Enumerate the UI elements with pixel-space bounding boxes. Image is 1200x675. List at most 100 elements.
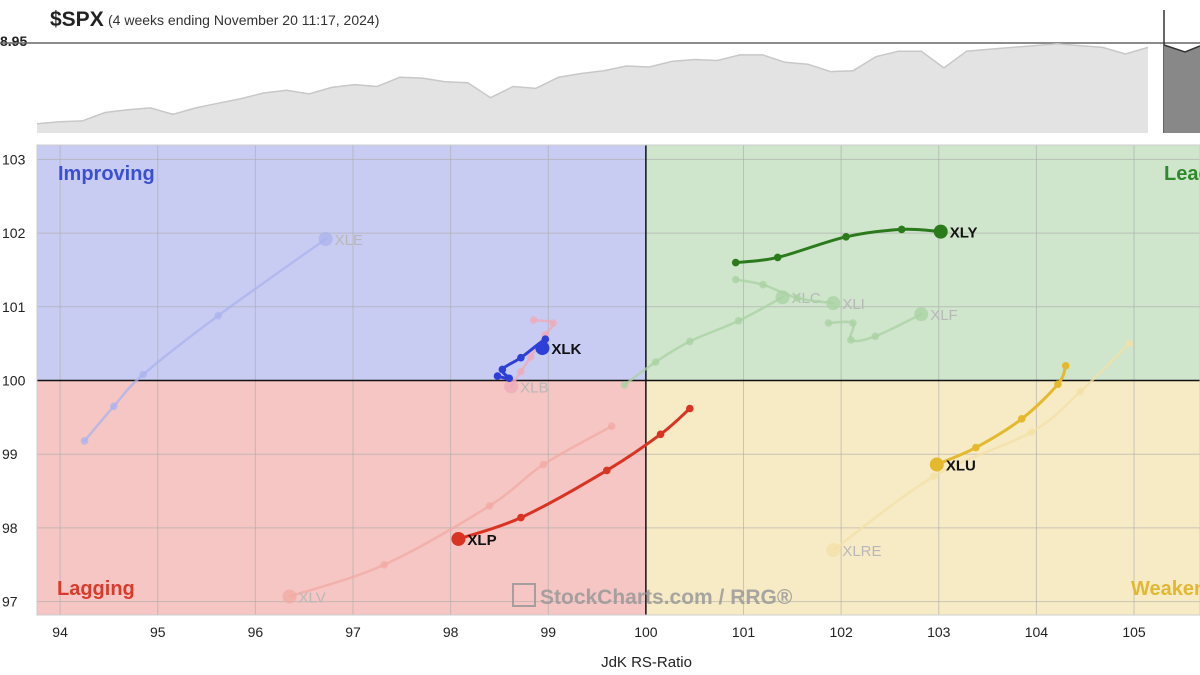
- head-xlf: [914, 307, 929, 322]
- x-tick-label: 103: [927, 624, 951, 640]
- point-xlv: [380, 560, 389, 569]
- point-xle: [139, 370, 147, 379]
- x-tick-label: 100: [634, 624, 658, 640]
- price-area: [37, 43, 1148, 134]
- point-xlk: [505, 374, 513, 383]
- label-xle: XLE: [335, 232, 363, 249]
- point-xlf: [849, 319, 857, 327]
- y-tick-label: 100: [2, 373, 26, 389]
- x-tick-label: 101: [732, 624, 756, 640]
- label-xlk: XLK: [551, 341, 581, 358]
- y-tick-label: 102: [2, 225, 26, 241]
- y-tick-label: 98: [2, 520, 18, 536]
- point-xlb: [549, 319, 557, 327]
- point-xlc: [620, 381, 629, 389]
- point-xlf: [847, 336, 855, 344]
- head-xlv: [282, 589, 297, 604]
- label-xlp: XLP: [467, 532, 496, 549]
- label-xlv: XLV: [299, 589, 326, 606]
- label-xlu: XLU: [946, 458, 976, 475]
- point-xlp: [517, 513, 525, 522]
- x-tick-label: 96: [248, 624, 264, 640]
- point-xlb: [517, 367, 525, 376]
- quadrant-label-improving: Improving: [58, 163, 155, 185]
- chart-title: $SPX: [50, 8, 104, 31]
- head-xlp: [451, 531, 466, 546]
- point-xlk: [493, 372, 502, 380]
- point-xlp: [686, 404, 694, 413]
- recent-price-line: [1163, 44, 1200, 53]
- head-xlre: [826, 543, 841, 558]
- point-xlk: [498, 365, 507, 374]
- label-xlb: XLB: [520, 379, 548, 396]
- head-xly: [933, 224, 948, 239]
- chart-subtitle: (4 weeks ending November 20 11:17, 2024): [108, 12, 380, 28]
- tail-xlre: [832, 342, 1131, 552]
- y-tick-label: 97: [2, 594, 18, 610]
- point-xlu: [1017, 415, 1026, 423]
- tail-xli: [734, 278, 835, 305]
- label-xlre: XLRE: [842, 543, 881, 560]
- point-xlf: [824, 319, 833, 327]
- price-label: 8.95: [0, 33, 28, 49]
- head-xlu: [929, 457, 944, 472]
- point-xli: [759, 280, 767, 289]
- quadrant-lagging: [37, 380, 646, 615]
- quadrant-label-leading: Leading: [1164, 163, 1200, 185]
- x-tick-label: 98: [443, 624, 459, 640]
- point-xlc: [651, 358, 660, 366]
- point-xle: [109, 402, 118, 411]
- point-xlp: [656, 430, 665, 439]
- x-tick-label: 97: [345, 624, 361, 640]
- quadrant-label-weakening: Weakening: [1131, 578, 1200, 600]
- point-xlv: [485, 501, 494, 510]
- y-tick-label: 103: [2, 151, 26, 167]
- point-xli: [731, 275, 740, 284]
- label-xli: XLI: [842, 296, 865, 313]
- point-xle: [214, 311, 223, 320]
- point-xle: [80, 437, 89, 445]
- x-tick-label: 99: [540, 624, 556, 640]
- y-tick-label: 99: [2, 446, 18, 462]
- point-xlu: [972, 443, 980, 452]
- head-xlb: [504, 379, 519, 394]
- tail-xlv: [288, 424, 613, 598]
- price-line: [36, 42, 1149, 125]
- label-xly: XLY: [950, 225, 978, 242]
- point-xlv: [539, 460, 548, 469]
- quadrant-weakening: [645, 380, 1200, 615]
- point-xlc: [686, 337, 694, 346]
- price-panel: [0, 10, 1200, 134]
- tail-xle: [83, 237, 327, 443]
- head-xli: [826, 296, 841, 311]
- head-xlk: [535, 341, 550, 356]
- x-tick-label: 102: [829, 624, 853, 640]
- point-xlp: [603, 466, 611, 475]
- point-xly: [773, 253, 782, 262]
- point-xlf: [871, 332, 880, 341]
- point-xlu: [1061, 361, 1070, 370]
- x-tick-label: 95: [150, 624, 166, 640]
- point-xlk: [541, 335, 550, 344]
- point-xly: [897, 225, 906, 234]
- head-xle: [318, 231, 333, 246]
- plot-frame: [36, 144, 1200, 616]
- point-xlc: [734, 317, 743, 325]
- y-tick-label: 101: [2, 299, 26, 315]
- x-tick-label: 94: [52, 624, 68, 640]
- point-xli: [793, 294, 802, 302]
- point-xlre: [930, 472, 938, 481]
- label-xlf: XLF: [930, 307, 958, 324]
- recent-price-area: [1164, 45, 1200, 133]
- point-xlv: [607, 422, 616, 430]
- point-xlu: [1054, 380, 1062, 388]
- stockcharts-logo-icon: [512, 583, 536, 607]
- x-tick-label: 104: [1025, 624, 1049, 640]
- point-xly: [842, 232, 850, 241]
- quadrant-leading: [645, 145, 1200, 381]
- point-xlre: [1125, 339, 1133, 348]
- x-tick-label: 105: [1122, 624, 1146, 640]
- point-xlb: [526, 353, 535, 361]
